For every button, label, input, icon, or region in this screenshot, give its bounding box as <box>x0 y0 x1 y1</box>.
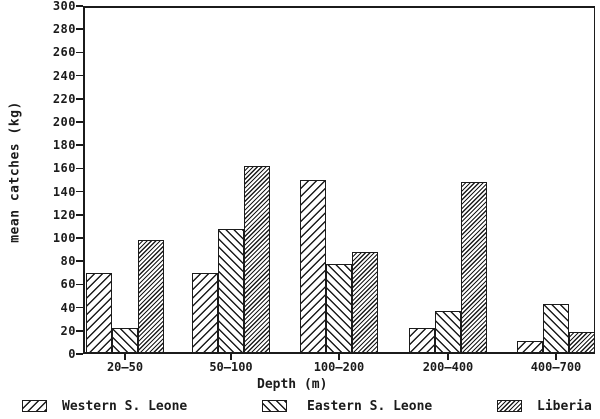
bar <box>218 228 244 354</box>
legend-label: Eastern S. Leone <box>307 399 433 414</box>
y-tick <box>76 237 83 239</box>
bar <box>112 328 138 354</box>
bar <box>326 263 352 354</box>
y-tick <box>76 5 83 7</box>
y-tick-label: 220 <box>52 91 76 106</box>
x-axis-title: Depth (m) <box>257 377 328 392</box>
bar <box>244 166 270 354</box>
x-tick-label: 400–700 <box>530 360 582 374</box>
y-tick-label: 80 <box>60 254 76 269</box>
y-tick-label: 280 <box>52 22 76 37</box>
y-tick-label: 300 <box>52 0 76 13</box>
x-tick-label: 200–400 <box>422 360 474 374</box>
x-tick-label: 100–200 <box>313 360 365 374</box>
legend-label: Western S. Leone <box>62 399 188 414</box>
y-tick <box>76 214 83 216</box>
y-tick <box>76 306 83 309</box>
y-tick-label: 0 <box>68 347 76 361</box>
bar <box>138 240 164 354</box>
y-tick <box>76 144 83 146</box>
y-axis-title: mean catches (kg) <box>7 101 23 243</box>
x-tick <box>447 354 449 360</box>
bar <box>569 331 595 354</box>
bar <box>461 182 487 354</box>
bar <box>352 251 378 354</box>
bar <box>192 272 218 354</box>
y-tick <box>76 51 83 54</box>
legend-swatch <box>262 400 287 412</box>
y-tick-label: 40 <box>60 300 76 315</box>
y-tick-label: 100 <box>52 231 76 245</box>
y-tick-label: 160 <box>52 161 76 176</box>
x-tick <box>230 354 232 360</box>
bar <box>517 341 543 354</box>
y-tick <box>76 121 83 123</box>
y-tick <box>76 190 83 193</box>
legend-swatch <box>22 400 47 412</box>
legend: Western S. Leone Eastern S. Leone Liberia <box>0 399 600 417</box>
bar <box>86 272 112 354</box>
y-tick-label: 260 <box>52 45 76 60</box>
x-tick-label: 20–50 <box>106 360 144 374</box>
legend-swatch <box>497 400 522 412</box>
y-tick <box>76 28 83 30</box>
x-tick <box>124 354 126 360</box>
y-tick-label: 140 <box>52 184 76 199</box>
y-tick-label: 120 <box>52 207 76 222</box>
y-tick <box>76 98 83 100</box>
y-tick-label: 180 <box>52 138 76 153</box>
y-tick <box>76 167 83 170</box>
y-tick-label: 200 <box>52 115 76 129</box>
y-tick-label: 60 <box>60 277 76 292</box>
y-tick <box>76 260 83 262</box>
x-tick <box>338 354 340 360</box>
y-tick-label: 240 <box>52 68 76 83</box>
y-tick <box>76 353 83 355</box>
y-tick <box>76 74 83 77</box>
bar <box>300 180 326 354</box>
x-tick-label: 50–100 <box>209 360 253 374</box>
bar <box>435 311 461 354</box>
x-tick <box>555 354 557 360</box>
y-tick <box>76 330 83 332</box>
bar <box>409 328 435 354</box>
y-tick-label: 20 <box>60 323 76 338</box>
legend-label: Liberia <box>537 399 592 414</box>
bar <box>543 304 569 354</box>
y-tick <box>76 283 83 286</box>
